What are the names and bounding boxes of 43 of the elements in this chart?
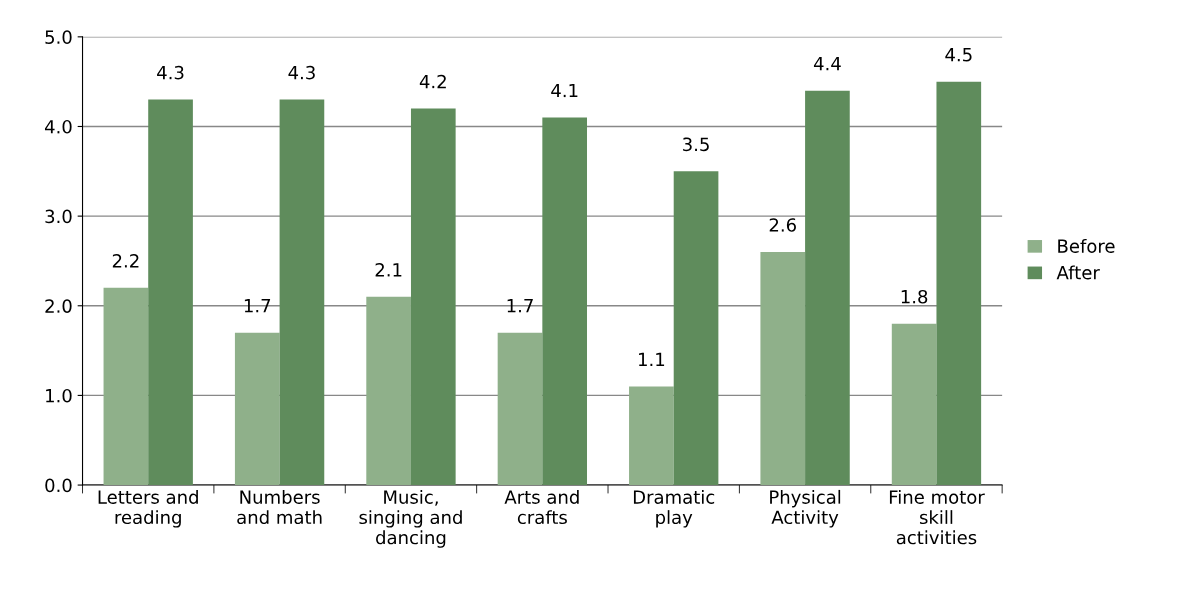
data-label: 1.7 bbox=[244, 299, 271, 313]
y-tick-label: 0.0 bbox=[45, 478, 72, 493]
data-label: 1.1 bbox=[639, 352, 665, 367]
x-tick-label: Music, singing and dancing bbox=[359, 489, 462, 548]
bar bbox=[542, 117, 588, 486]
data-label: 3.5 bbox=[683, 137, 709, 152]
y-tick-label: 2.0 bbox=[45, 299, 72, 313]
data-label: 4.4 bbox=[813, 57, 841, 71]
data-label: 4.5 bbox=[945, 48, 972, 62]
bar bbox=[234, 332, 280, 486]
data-label: 1.7 bbox=[507, 299, 533, 313]
bar bbox=[673, 171, 719, 486]
bar bbox=[629, 386, 674, 486]
x-tick-label: Physical Activity bbox=[770, 489, 841, 528]
bar bbox=[103, 287, 149, 486]
x-tick-label: Letters and reading bbox=[98, 489, 198, 528]
data-label: 1.8 bbox=[901, 289, 928, 304]
x-tick-label: Numbers and math bbox=[237, 489, 322, 525]
x-tick-label: Fine motor skill activities bbox=[889, 489, 985, 545]
y-tick-label: 4.0 bbox=[44, 119, 72, 134]
x-tick-label: Dramatic play bbox=[633, 489, 715, 528]
bar bbox=[279, 99, 325, 486]
data-label: 2.6 bbox=[769, 218, 796, 232]
data-label: 4.3 bbox=[157, 65, 184, 80]
bar bbox=[760, 251, 806, 486]
data-label: 4.3 bbox=[288, 65, 315, 80]
y-tick-label: 5.0 bbox=[45, 30, 72, 44]
y-tick-label: 1.0 bbox=[46, 388, 72, 403]
data-label: 2.2 bbox=[112, 254, 139, 268]
bar bbox=[891, 323, 937, 486]
bar bbox=[366, 296, 411, 486]
legend-label: After bbox=[1056, 265, 1100, 280]
legend-label: Before bbox=[1058, 238, 1115, 253]
data-label: 2.1 bbox=[375, 262, 402, 277]
bar bbox=[936, 81, 982, 486]
bar bbox=[497, 332, 543, 486]
bar bbox=[410, 108, 456, 486]
bar bbox=[148, 99, 193, 486]
x-tick-label: Arts and crafts bbox=[504, 489, 579, 525]
bar bbox=[805, 90, 850, 486]
data-label: 4.1 bbox=[551, 83, 578, 98]
data-label: 4.2 bbox=[419, 74, 446, 89]
y-tick-label: 3.0 bbox=[45, 209, 72, 224]
